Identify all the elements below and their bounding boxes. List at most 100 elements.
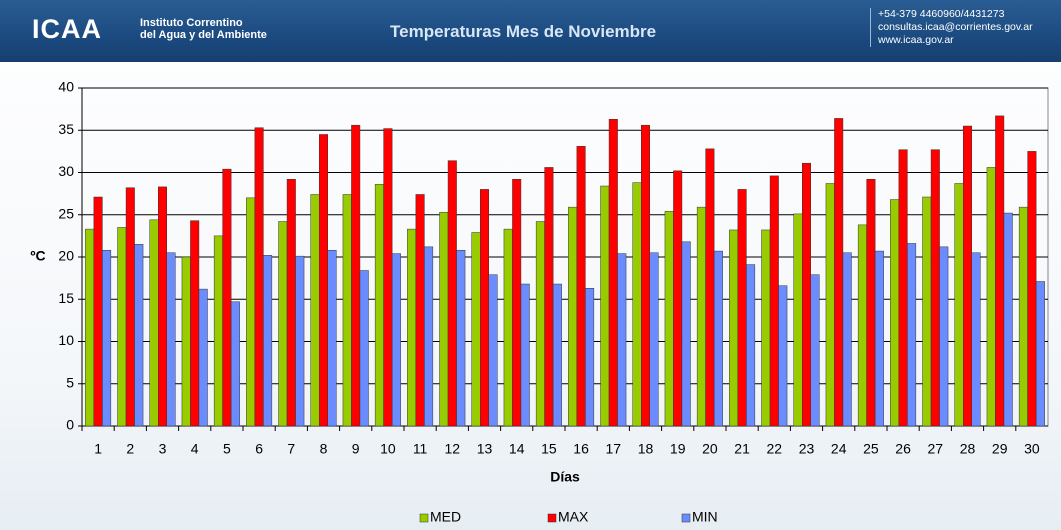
legend-swatch bbox=[547, 513, 557, 523]
x-tick-label: 27 bbox=[928, 441, 944, 457]
bar bbox=[254, 127, 264, 427]
bar bbox=[769, 175, 779, 427]
bar bbox=[729, 229, 739, 427]
bar bbox=[857, 224, 867, 427]
header: ICAA Instituto Correntino del Agua y del… bbox=[0, 0, 1061, 62]
bar bbox=[1027, 151, 1037, 427]
bar bbox=[359, 270, 369, 427]
bar bbox=[456, 249, 466, 427]
x-tick-label: 12 bbox=[445, 441, 461, 457]
bar bbox=[954, 183, 964, 427]
bar bbox=[600, 185, 610, 427]
x-tick-label: 1 bbox=[94, 441, 102, 457]
x-tick-label: 6 bbox=[255, 441, 263, 457]
bar bbox=[415, 194, 425, 427]
legend-label: MAX bbox=[558, 509, 589, 525]
bar bbox=[488, 274, 498, 427]
x-tick-label: 22 bbox=[767, 441, 783, 457]
bar bbox=[310, 194, 320, 427]
y-tick-label: 30 bbox=[58, 163, 74, 179]
x-tick-label: 10 bbox=[380, 441, 396, 457]
bar bbox=[327, 249, 337, 427]
bar bbox=[278, 221, 288, 427]
bar bbox=[230, 301, 240, 427]
x-tick-label: 18 bbox=[638, 441, 654, 457]
bar bbox=[1018, 206, 1028, 427]
bar bbox=[552, 283, 562, 427]
y-tick-label: 0 bbox=[66, 417, 74, 433]
bar bbox=[971, 252, 981, 427]
bar bbox=[222, 168, 232, 427]
bar bbox=[407, 228, 417, 427]
y-tick-label: 40 bbox=[58, 79, 74, 95]
bar bbox=[802, 162, 811, 427]
bar bbox=[263, 255, 273, 427]
x-tick-label: 5 bbox=[223, 441, 231, 457]
bar bbox=[471, 232, 481, 427]
logo: ICAA bbox=[32, 14, 102, 44]
x-tick-label: 26 bbox=[895, 441, 911, 457]
bar bbox=[213, 235, 223, 427]
x-tick-label: 8 bbox=[320, 441, 328, 457]
bar bbox=[374, 184, 384, 427]
bar bbox=[649, 252, 659, 427]
bar bbox=[512, 179, 522, 427]
bar bbox=[149, 219, 159, 427]
bar bbox=[939, 246, 949, 427]
y-tick-label: 35 bbox=[58, 121, 74, 137]
bar bbox=[608, 119, 618, 427]
bar bbox=[673, 170, 683, 427]
y-tick-label: 5 bbox=[66, 374, 74, 390]
bar bbox=[503, 228, 513, 427]
x-axis-label: Días bbox=[550, 469, 580, 485]
x-tick-label: 28 bbox=[960, 441, 976, 457]
bar bbox=[641, 124, 650, 427]
bar bbox=[585, 288, 595, 427]
bar bbox=[190, 220, 200, 427]
bar bbox=[102, 249, 112, 427]
contact-line: www.icaa.gov.ar bbox=[878, 34, 954, 46]
x-tick-label: 7 bbox=[287, 441, 295, 457]
y-tick-label: 10 bbox=[58, 332, 74, 348]
x-tick-label: 2 bbox=[126, 441, 134, 457]
bar bbox=[85, 228, 95, 427]
legend-swatch bbox=[681, 513, 691, 523]
x-tick-label: 20 bbox=[702, 441, 718, 457]
bar bbox=[576, 146, 586, 427]
bar bbox=[746, 264, 756, 427]
bar bbox=[681, 241, 691, 427]
bar bbox=[447, 160, 457, 427]
legend-label: MED bbox=[430, 509, 461, 525]
y-axis-label: ºC bbox=[30, 248, 45, 264]
bar bbox=[834, 118, 844, 427]
bar bbox=[181, 256, 191, 427]
bar bbox=[617, 253, 627, 427]
bar bbox=[907, 243, 917, 427]
x-tick-label: 13 bbox=[477, 441, 493, 457]
y-tick-label: 15 bbox=[58, 290, 74, 306]
bar bbox=[930, 149, 940, 427]
bar bbox=[246, 197, 256, 427]
bar bbox=[166, 252, 176, 427]
bar bbox=[874, 250, 884, 427]
y-tick-label: 25 bbox=[58, 205, 74, 221]
bar bbox=[1003, 212, 1013, 427]
chart-title: Temperaturas Mes de Noviembre bbox=[390, 22, 657, 41]
bar bbox=[986, 167, 996, 427]
bar bbox=[664, 211, 674, 427]
bar bbox=[520, 283, 530, 427]
bar bbox=[778, 285, 788, 427]
contact-line: +54-379 4460960/4431273 bbox=[878, 8, 1005, 20]
bar bbox=[890, 199, 900, 427]
x-tick-label: 25 bbox=[863, 441, 879, 457]
bar bbox=[632, 182, 642, 427]
bar bbox=[713, 250, 723, 427]
bar bbox=[424, 246, 434, 427]
bar bbox=[391, 253, 401, 427]
bar bbox=[866, 179, 876, 427]
bar bbox=[761, 229, 771, 427]
contact: +54-379 4460960/4431273 consultas.icaa@c… bbox=[870, 8, 1033, 47]
x-tick-label: 29 bbox=[992, 441, 1008, 457]
bar bbox=[1035, 281, 1045, 427]
